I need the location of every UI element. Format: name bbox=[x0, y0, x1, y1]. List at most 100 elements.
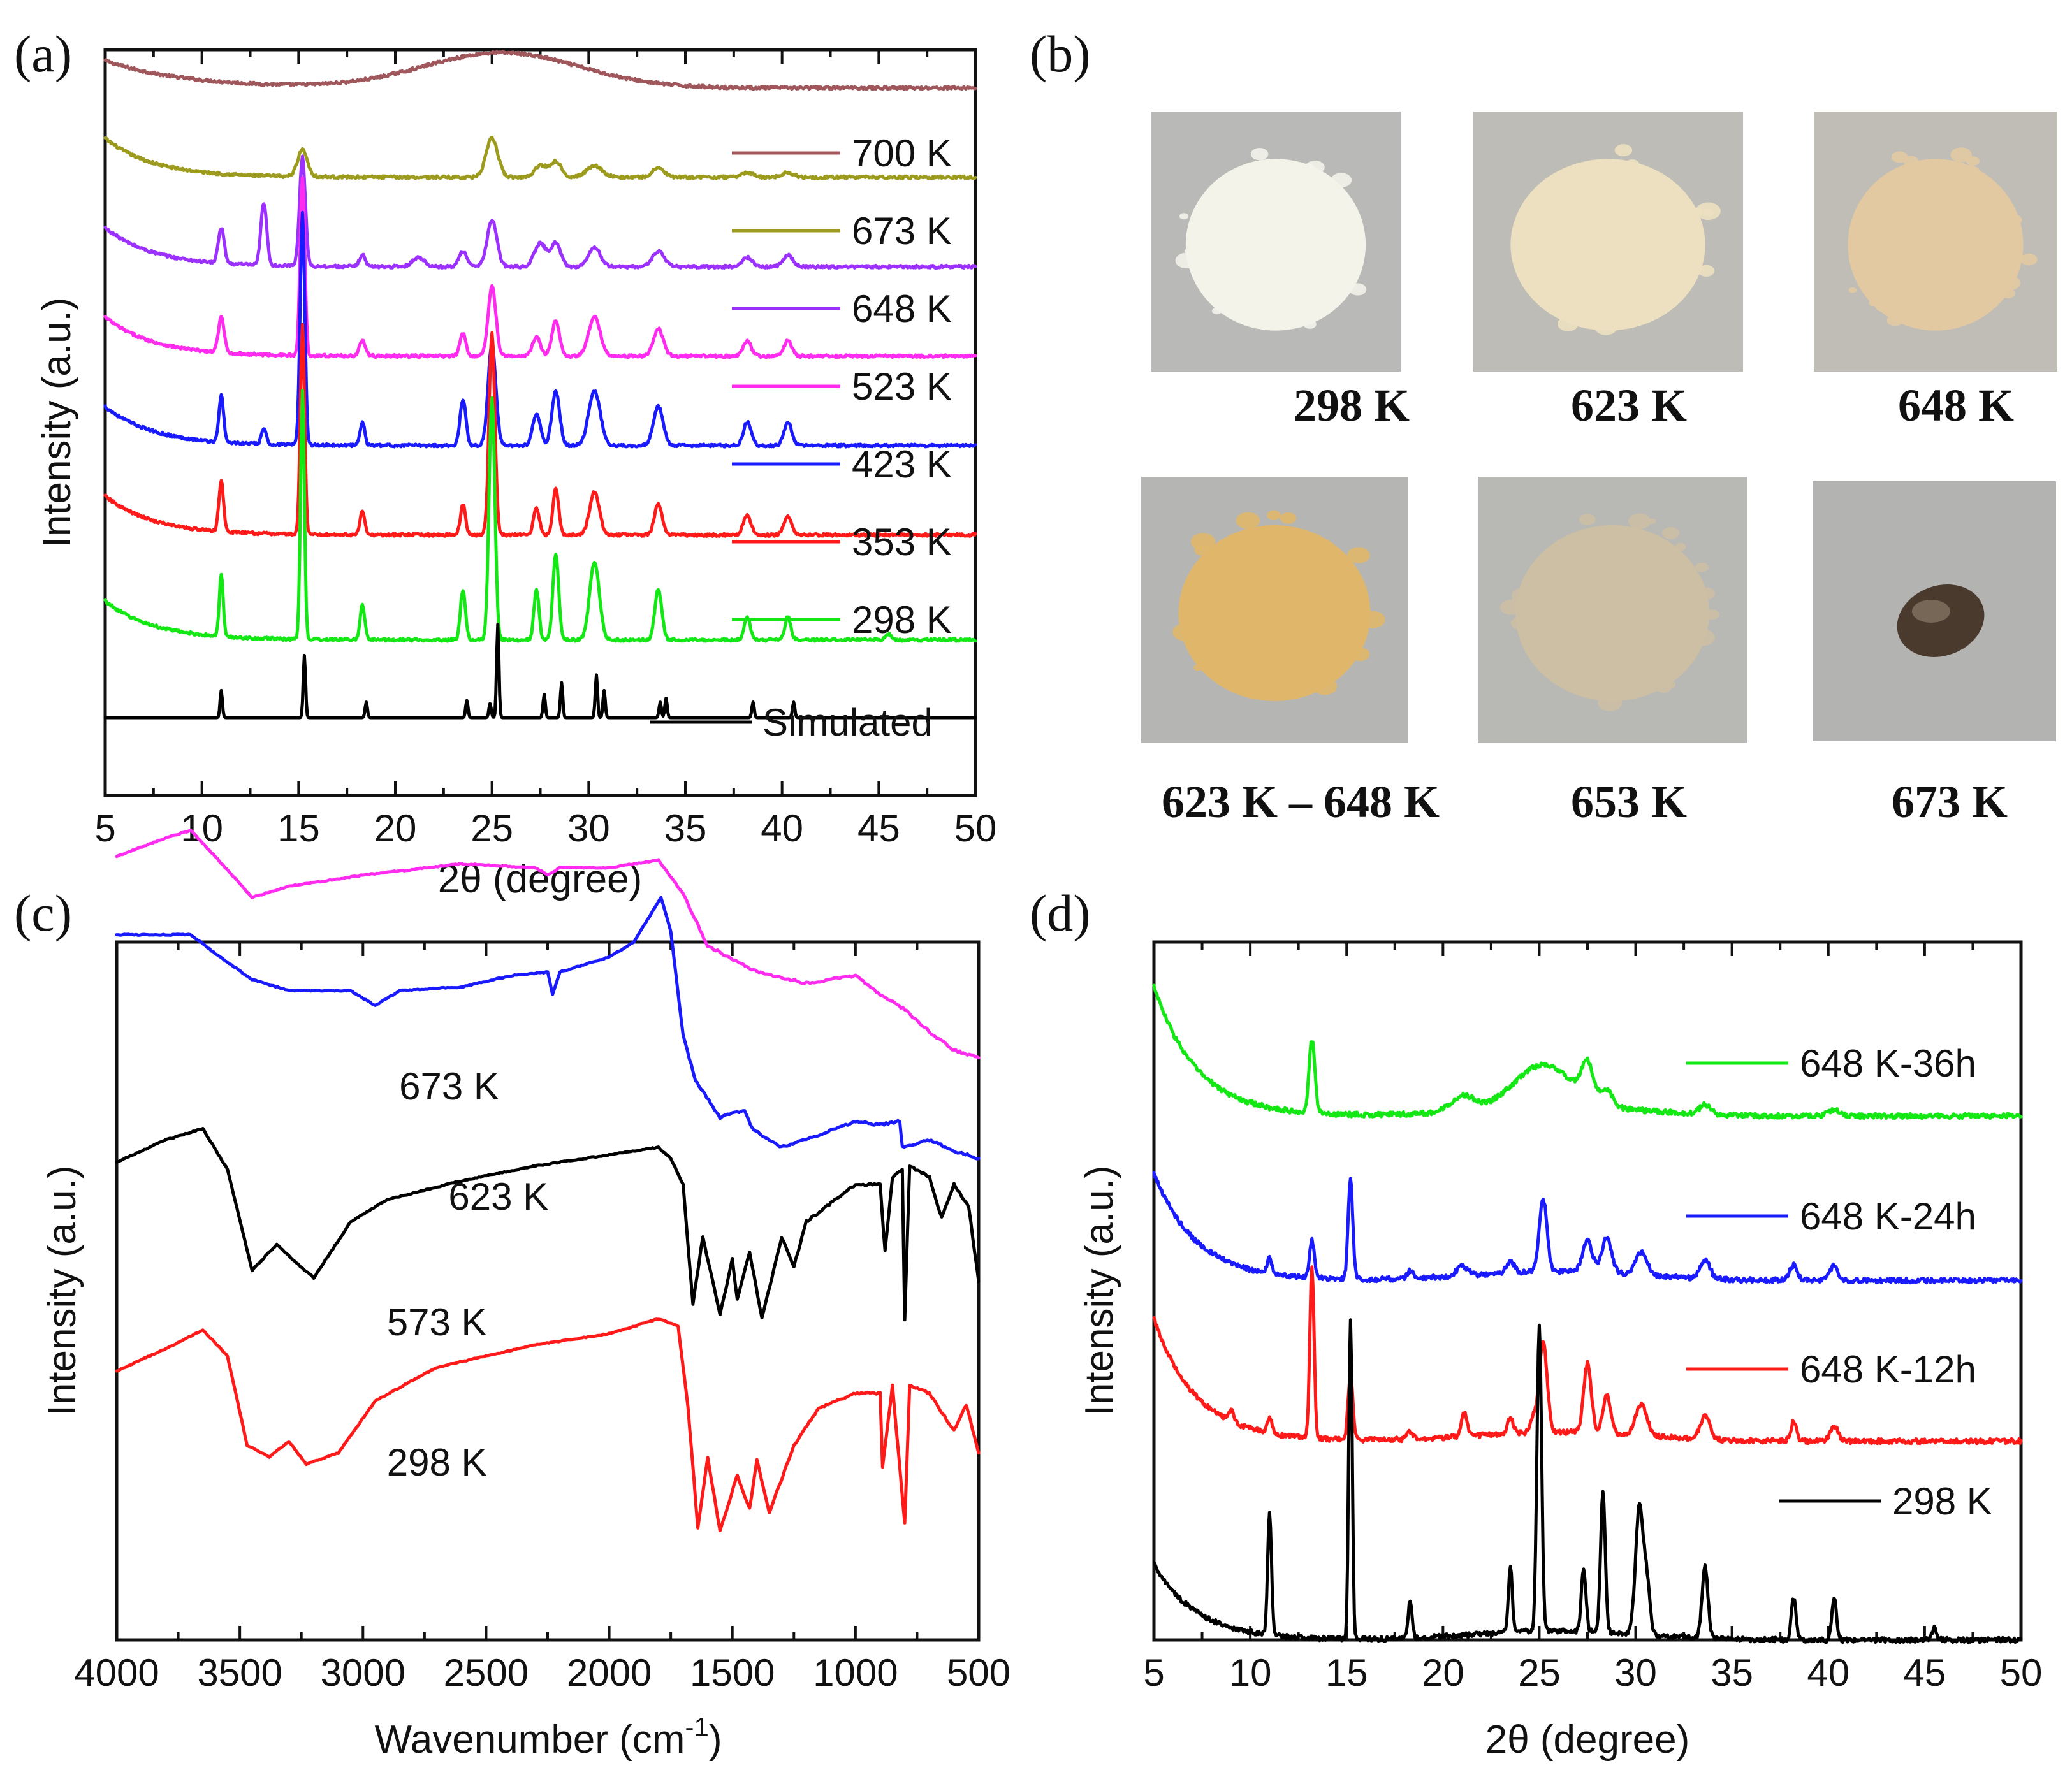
series-line-573-k bbox=[115, 1126, 981, 1322]
legend-label: 648 K bbox=[852, 287, 952, 330]
sample-grain bbox=[1561, 645, 1572, 652]
legend: 648 K-36h 648 K-24h 648 K-12h 298 K bbox=[1686, 1042, 1992, 1523]
sample-grain bbox=[1698, 265, 1715, 277]
sample-grain bbox=[1579, 514, 1596, 526]
sample-grain bbox=[1248, 201, 1258, 208]
sample-grain bbox=[1695, 562, 1709, 572]
sample-grain bbox=[1598, 610, 1611, 619]
sample-grain bbox=[1941, 262, 1949, 268]
sample-grain bbox=[1916, 293, 1939, 308]
sample-grain bbox=[1346, 579, 1364, 591]
sample-grain bbox=[1550, 579, 1575, 597]
x-axis-ticks: 5 10 15 20 25 30 35 40 45 50 bbox=[1143, 942, 2042, 1694]
sample-grain bbox=[1683, 572, 1698, 583]
sample-grain bbox=[1871, 245, 1894, 261]
x-tick-label: 10 bbox=[1229, 1651, 1272, 1694]
sample-grain bbox=[1878, 193, 1891, 203]
sample-grain bbox=[1273, 584, 1285, 593]
sample-grain bbox=[1611, 291, 1626, 301]
sample-grain bbox=[1936, 247, 1956, 261]
x-tick-label: 50 bbox=[954, 807, 997, 850]
y-axis-label: Intensity (a.u.) bbox=[40, 1166, 84, 1416]
x-tick-label: 25 bbox=[471, 807, 513, 850]
sample-grain bbox=[1933, 198, 1953, 212]
sample-grain bbox=[1212, 294, 1236, 310]
x-tick-label: 45 bbox=[1904, 1651, 1946, 1694]
series-line-353-k bbox=[103, 323, 977, 538]
x-axis-ticks: 5 10 15 20 25 30 35 40 45 50 bbox=[94, 50, 996, 850]
sample-grain bbox=[1605, 242, 1615, 249]
sample-grain bbox=[1250, 638, 1269, 652]
sample-grain bbox=[1912, 243, 1931, 257]
x-tick-label: 15 bbox=[277, 807, 320, 850]
sample-grain bbox=[1939, 170, 1958, 183]
x-axis-label-sup: -1 bbox=[685, 1712, 708, 1742]
sample-grain bbox=[1221, 190, 1241, 204]
sample-grain bbox=[1594, 319, 1617, 335]
sample-grain bbox=[1313, 611, 1322, 618]
sample-grain bbox=[1302, 163, 1315, 172]
sample-grain bbox=[1530, 579, 1545, 588]
x-tick-label: 45 bbox=[857, 807, 900, 850]
sample-grain bbox=[1634, 554, 1659, 572]
series-lines bbox=[115, 829, 981, 1533]
sample-grain bbox=[1563, 220, 1584, 236]
sample-grain bbox=[1661, 527, 1679, 540]
sample-grain bbox=[1360, 611, 1385, 628]
sample-grain bbox=[1862, 221, 1876, 231]
x-tick-label: 20 bbox=[1422, 1651, 1464, 1694]
sample-grain bbox=[1175, 252, 1198, 269]
sample-grain bbox=[1267, 510, 1281, 521]
sample-grain bbox=[1600, 587, 1614, 597]
sample-grain bbox=[1574, 593, 1587, 602]
sample-grain bbox=[1628, 270, 1637, 276]
sample-grain bbox=[1319, 243, 1334, 254]
sample-grain bbox=[1512, 587, 1536, 605]
sample-grain bbox=[1172, 623, 1198, 641]
sample-grain bbox=[1931, 236, 1941, 243]
sample-grain bbox=[1192, 566, 1207, 577]
x-tick-label: 3000 bbox=[321, 1651, 405, 1694]
series-line-298-k bbox=[115, 1317, 981, 1533]
x-tick-label: 35 bbox=[664, 807, 707, 850]
sample-grain bbox=[1886, 314, 1903, 326]
sample-grain bbox=[1247, 182, 1267, 196]
x-tick-label: 2000 bbox=[567, 1651, 652, 1694]
x-tick-label: 30 bbox=[567, 807, 610, 850]
sample-grain bbox=[1848, 287, 1857, 293]
legend-label: 648 K-24h bbox=[1800, 1195, 1976, 1238]
sample-grain bbox=[1303, 319, 1317, 329]
sample-grain bbox=[1630, 630, 1646, 642]
sample-grain bbox=[1280, 192, 1298, 205]
sample-grain bbox=[1943, 287, 1953, 294]
sample-grain bbox=[1857, 207, 1879, 222]
x-axis-label: 2θ (degree) bbox=[1485, 1718, 1690, 1762]
sample-grain bbox=[1967, 214, 1982, 225]
sample-grain bbox=[1577, 302, 1596, 315]
sample-grain bbox=[1278, 233, 1292, 243]
sample-grain bbox=[1571, 292, 1581, 299]
sample-grain bbox=[1899, 305, 1913, 315]
sample-grain bbox=[1500, 599, 1522, 615]
sample-grain bbox=[1187, 642, 1200, 651]
x-tick-label: 5 bbox=[1143, 1651, 1164, 1694]
sample-grain bbox=[1623, 237, 1638, 248]
legend-label: 700 K bbox=[852, 132, 952, 175]
sample-grain bbox=[1294, 293, 1312, 306]
series-line-298-k bbox=[1152, 1318, 2023, 1644]
sample-grain bbox=[1190, 533, 1216, 551]
sample-grain bbox=[1212, 307, 1222, 315]
sample-grain bbox=[1623, 664, 1632, 671]
sample-grain bbox=[1886, 228, 1909, 245]
sample-grain bbox=[1672, 603, 1681, 609]
sample-grain bbox=[1242, 223, 1263, 238]
x-tick-label: 1500 bbox=[690, 1651, 775, 1694]
sample-grain bbox=[1301, 303, 1322, 317]
sample-grain bbox=[1309, 578, 1320, 586]
sample-grain bbox=[1705, 609, 1720, 620]
sample-grain bbox=[1529, 629, 1550, 644]
sample-grain bbox=[1614, 165, 1623, 171]
series-labels: 673 K 623 K 573 K 298 K bbox=[387, 1065, 548, 1484]
sample-grain bbox=[1254, 605, 1271, 617]
